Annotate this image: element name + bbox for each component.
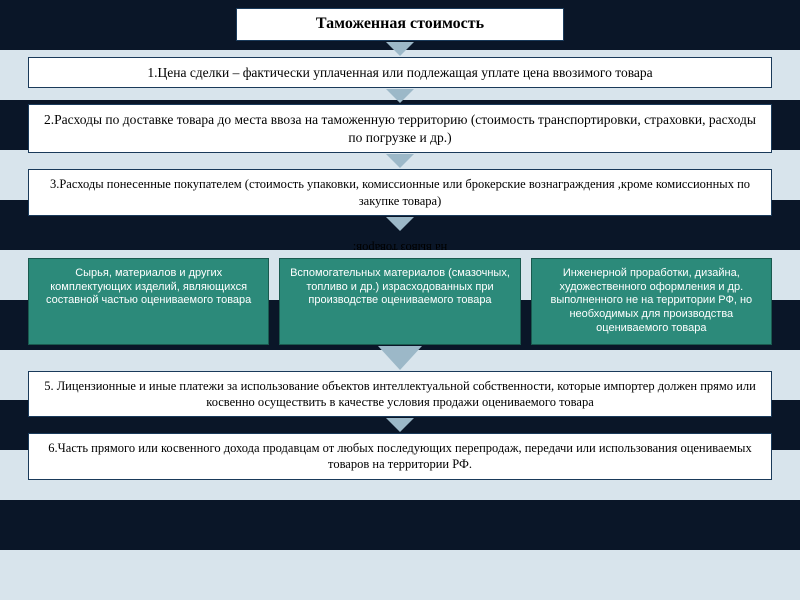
sub-components-row: Сырья, материалов и других комплектующих… — [28, 258, 772, 345]
flipped-text: на вывоз товаров: — [28, 240, 772, 255]
arrow-icon — [386, 217, 414, 231]
arrow-icon — [386, 42, 414, 56]
subbox-materials: Сырья, материалов и других комплектующих… — [28, 258, 269, 345]
step-3: 3.Расходы понесенные покупателем (стоимо… — [28, 169, 772, 216]
subbox-engineering: Инженерной проработки, дизайна, художест… — [531, 258, 772, 345]
step-4-obscured: на вывоз товаров: — [28, 232, 772, 264]
arrow-icon — [386, 89, 414, 103]
step-1: 1.Цена сделки – фактически уплаченная ил… — [28, 57, 772, 89]
arrow-icon — [378, 346, 422, 370]
subbox-aux-materials: Вспомогательных материалов (смазочных, т… — [279, 258, 520, 345]
step-6: 6.Часть прямого или косвенного дохода пр… — [28, 433, 772, 480]
arrow-icon — [386, 418, 414, 432]
step-5: 5. Лицензионные и иные платежи за исполь… — [28, 371, 772, 418]
title-box: Таможенная стоимость — [236, 8, 563, 41]
arrow-icon — [386, 154, 414, 168]
step-2: 2.Расходы по доставке товара до места вв… — [28, 104, 772, 153]
flowchart: Таможенная стоимость 1.Цена сделки – фак… — [0, 0, 800, 600]
